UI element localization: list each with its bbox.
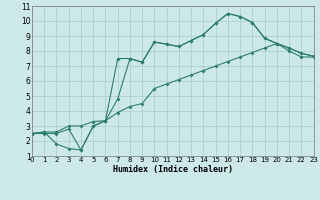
- X-axis label: Humidex (Indice chaleur): Humidex (Indice chaleur): [113, 165, 233, 174]
